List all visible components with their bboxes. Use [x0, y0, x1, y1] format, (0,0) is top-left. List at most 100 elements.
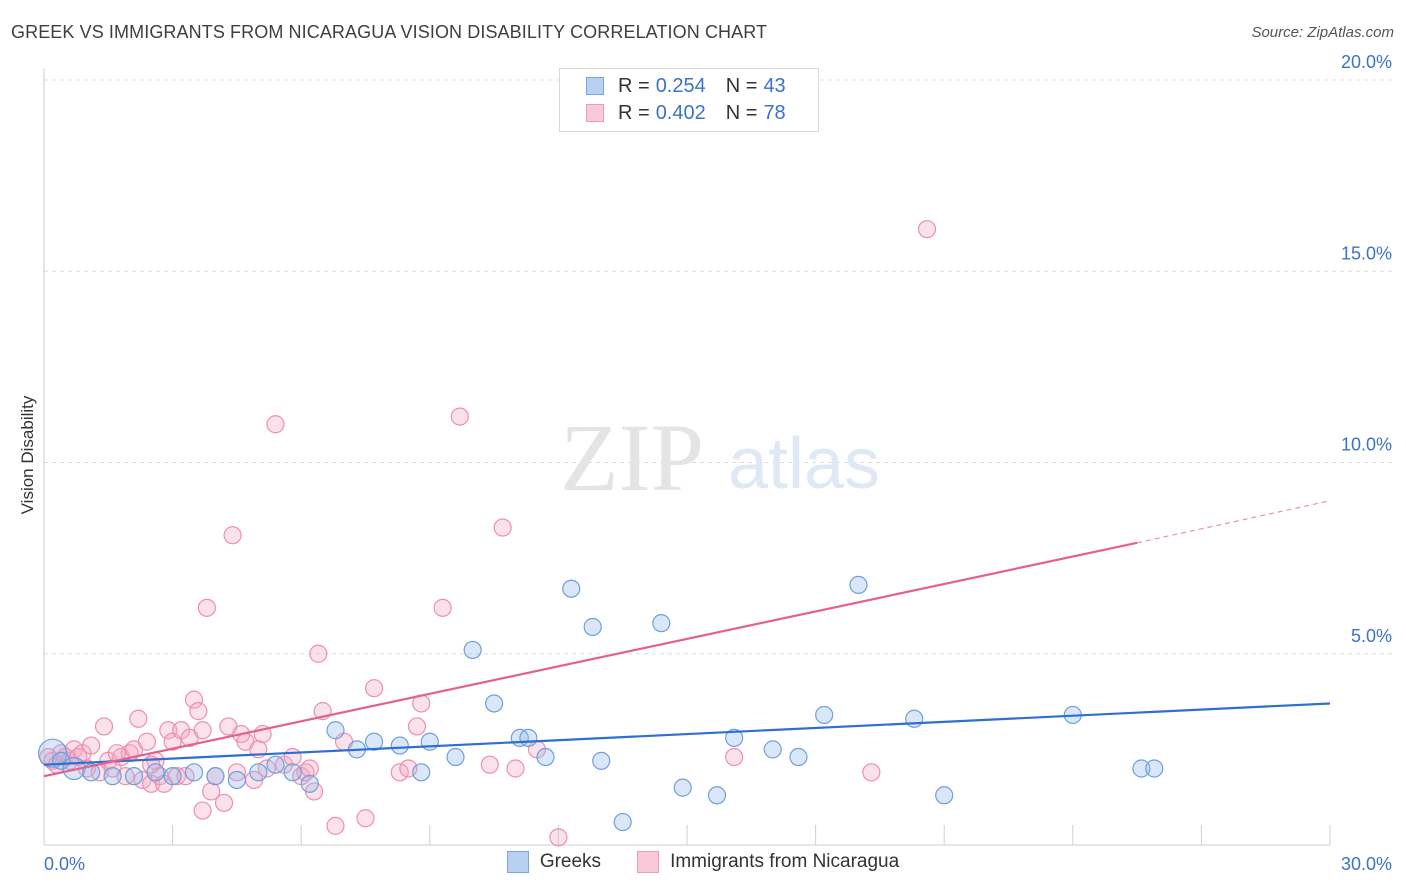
series-legend: Greeks Immigrants from Nicaragua [0, 851, 1406, 873]
data-point-nicaragua [433, 598, 452, 617]
data-point-greeks [163, 767, 182, 786]
data-point-greeks [266, 755, 285, 774]
legend-r-label: R = [618, 101, 650, 124]
data-point-nicaragua [193, 721, 212, 740]
data-point-greeks [124, 767, 144, 786]
data-point-greeks [227, 770, 246, 790]
data-point-greeks [613, 812, 632, 832]
data-point-nicaragua [407, 717, 427, 736]
data-point-greeks [905, 709, 924, 728]
data-point-nicaragua [549, 828, 568, 847]
data-point-nicaragua [390, 763, 409, 782]
data-point-greeks [463, 640, 482, 660]
data-point-greeks [485, 694, 504, 713]
data-point-nicaragua [159, 721, 178, 740]
data-point-nicaragua [356, 809, 375, 828]
legend-r-value: 0.402 [655, 101, 706, 124]
watermark-zip: ZIP [560, 404, 704, 511]
data-point-nicaragua [917, 220, 937, 239]
trend-line-nicaragua [43, 541, 1138, 778]
watermark-atlas: atlas [728, 424, 880, 504]
data-point-greeks [562, 579, 581, 598]
legend-label-nicaragua: Immigrants from Nicaragua [670, 851, 900, 872]
legend-row-greeks: R = 0.254 N = 43 [586, 73, 786, 99]
correlation-legend: R = 0.254 N = 43 R = 0.402 N = 78 [559, 68, 819, 132]
data-point-nicaragua [283, 747, 302, 767]
legend-n-value: 78 [763, 101, 786, 124]
data-point-greeks [326, 721, 345, 740]
source-label: Source: ZipAtlas.com [1251, 24, 1394, 41]
data-point-nicaragua [493, 518, 512, 537]
data-point-nicaragua [326, 816, 345, 835]
y-axis-label: Vision Disability [18, 395, 37, 515]
data-point-greeks [412, 763, 431, 782]
y-tick-label: 5.0% [1351, 626, 1392, 646]
data-point-greeks [249, 763, 268, 782]
tick-labels: 5.0% 10.0% 15.0% 20.0% 0.0% 30.0% [44, 52, 1392, 874]
data-point-greeks [146, 763, 165, 782]
data-point-greeks [725, 728, 744, 748]
data-point-nicaragua [266, 415, 285, 434]
data-point-nicaragua [184, 690, 204, 709]
data-point-nicaragua [450, 407, 469, 426]
data-point-nicaragua [214, 793, 234, 813]
legend-r-value: 0.254 [655, 74, 706, 97]
watermark: ZIP atlas [560, 404, 880, 511]
data-point-nicaragua [364, 679, 384, 698]
y-tick-label: 10.0% [1341, 435, 1392, 455]
data-point-greeks [592, 751, 611, 770]
data-point-nicaragua [82, 736, 101, 755]
data-point-greeks [583, 617, 602, 637]
data-point-greeks [536, 747, 555, 767]
legend-n-value: 43 [763, 74, 786, 97]
data-point-greeks [1132, 759, 1151, 778]
y-tick-label: 15.0% [1341, 243, 1392, 263]
trend-line-greeks [43, 702, 1331, 766]
data-point-nicaragua [480, 755, 499, 774]
data-point-greeks [935, 786, 954, 805]
data-point-greeks [763, 740, 782, 759]
data-point-nicaragua [862, 763, 881, 782]
data-point-greeks [789, 747, 808, 767]
legend-swatch-greeks [506, 851, 529, 873]
legend-swatch-greeks [586, 77, 604, 95]
data-point-nicaragua [300, 759, 319, 778]
y-tick-label: 20.0% [1341, 52, 1392, 72]
gridlines [44, 79, 1392, 655]
data-point-greeks [707, 786, 727, 805]
legend-n-label: N = [725, 74, 758, 97]
data-point-greeks [390, 736, 409, 755]
data-point-nicaragua [725, 747, 744, 767]
legend-row-nicaragua: R = 0.402 N = 78 [586, 100, 786, 126]
legend-r-label: R = [618, 74, 650, 97]
data-point-nicaragua [257, 759, 277, 778]
legend-item-greeks[interactable]: Greeks [506, 851, 602, 873]
legend-label-greeks: Greeks [539, 851, 602, 872]
x-tick-label-max: 30.0% [1341, 854, 1392, 874]
legend-n-label: N = [725, 101, 758, 124]
data-point-nicaragua [197, 598, 216, 617]
data-point-greeks [1145, 759, 1164, 778]
chart-title: GREEK VS IMMIGRANTS FROM NICARAGUA VISIO… [11, 22, 768, 42]
data-point-nicaragua [189, 702, 208, 721]
data-point-nicaragua [309, 644, 328, 663]
legend-item-nicaragua[interactable]: Immigrants from Nicaragua [637, 851, 899, 873]
x-tick-label-min: 0.0% [44, 854, 85, 874]
series-nicaragua-points [39, 220, 937, 847]
legend-swatch-nicaragua [637, 851, 660, 873]
data-point-greeks [184, 763, 204, 782]
data-point-nicaragua [137, 732, 156, 751]
trend-line-nicaragua-extension [1136, 500, 1331, 544]
data-point-greeks [519, 728, 538, 748]
data-point-nicaragua [223, 526, 242, 545]
legend-swatch-nicaragua [586, 104, 604, 122]
data-point-greeks [652, 614, 671, 633]
data-point-nicaragua [94, 717, 114, 736]
data-point-nicaragua [193, 801, 212, 820]
data-point-greeks [283, 763, 302, 782]
data-point-greeks [206, 767, 225, 786]
data-point-greeks [673, 778, 692, 797]
data-point-nicaragua [129, 709, 148, 728]
trend-lines [43, 500, 1331, 778]
